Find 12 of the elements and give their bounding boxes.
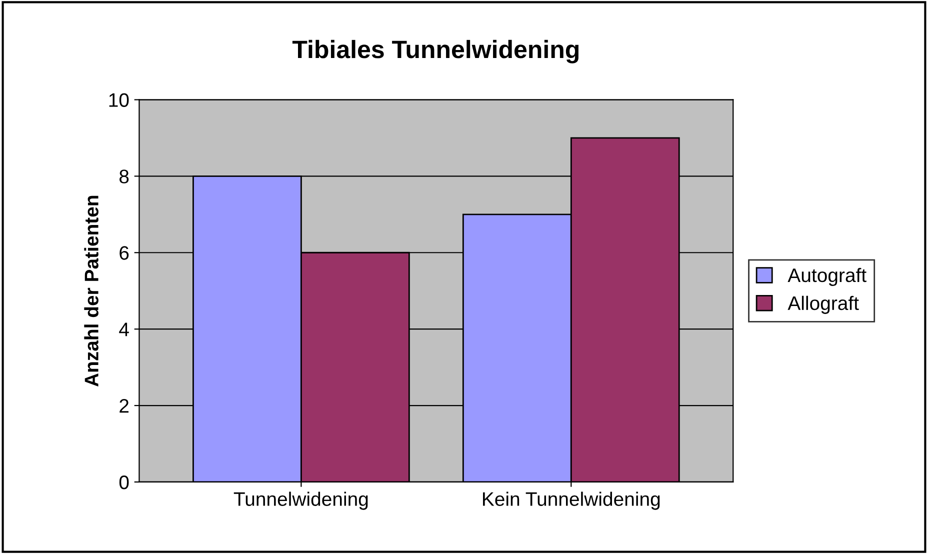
legend-label: Autograft bbox=[788, 268, 866, 286]
y-tick-label: 10 bbox=[109, 93, 129, 107]
y-axis-title: Anzahl der Patienten bbox=[84, 196, 98, 387]
x-tick-label: Kein Tunnelwidening bbox=[483, 492, 660, 510]
y-tick-label: 6 bbox=[120, 246, 129, 260]
y-tick-label: 0 bbox=[119, 475, 129, 490]
x-tick-label: Tunnelwidening bbox=[234, 492, 368, 510]
chart-title: Tibiales Tunnelwidening bbox=[292, 40, 579, 64]
y-tick-label: 8 bbox=[120, 170, 129, 184]
y-tick-label: 2 bbox=[120, 398, 129, 413]
y-tick-label: 4 bbox=[119, 322, 129, 336]
legend-label: Allograft bbox=[788, 296, 859, 314]
